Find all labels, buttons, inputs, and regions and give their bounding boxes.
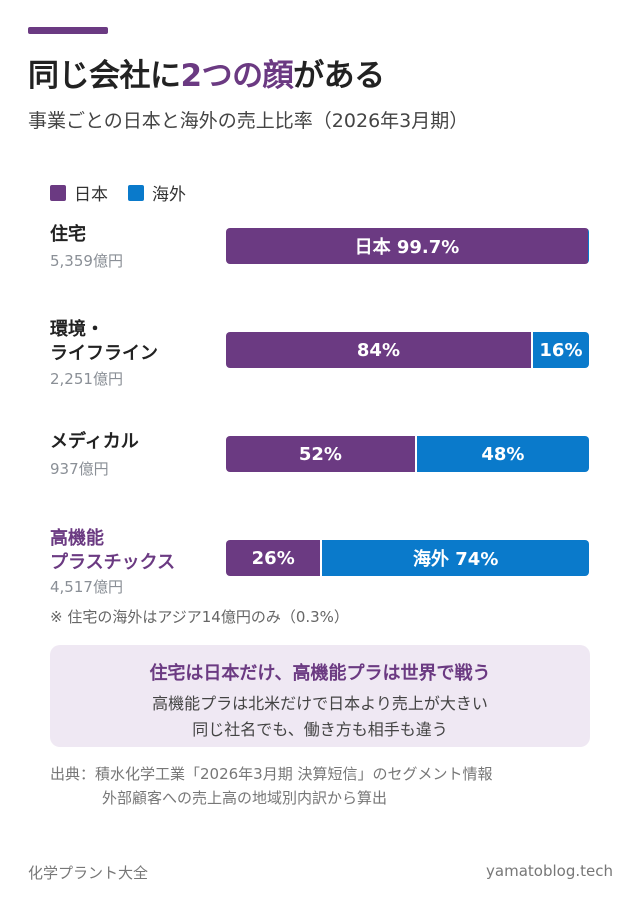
row-label-housing: 住宅	[50, 223, 86, 247]
footer-brand: 化学プラント大全	[28, 864, 149, 882]
legend-label-overseas: 海外	[152, 185, 186, 205]
accent-bar	[28, 27, 108, 34]
row-sales-housing: 5,359億円	[50, 252, 123, 270]
bar-environment: 84% 16%	[226, 332, 589, 368]
row-label-environment: 環境・ ライフライン	[50, 318, 158, 366]
source-line: 外部顧客への売上高の地域別内訳から算出	[102, 789, 388, 807]
bar-segment-japan: 26%	[226, 540, 321, 576]
row-label-line: プラスチックス	[50, 552, 176, 573]
callout-line: 同じ社名でも、働き方も相手も違う	[192, 720, 448, 739]
bar-medical: 52% 48%	[226, 436, 589, 472]
bar-housing: 日本 99.7%	[226, 228, 589, 264]
bar-segment-overseas: 48%	[414, 436, 589, 472]
page-title: 同じ会社に2つの顔がある	[28, 50, 385, 95]
row-sales-medical: 937億円	[50, 460, 109, 478]
row-label-line: 環境・	[50, 319, 104, 340]
legend-label-japan: 日本	[74, 185, 108, 205]
callout-box: 住宅は日本だけ、高機能プラは世界で戦う 高機能プラは北米だけで日本より売上が大き…	[50, 645, 590, 747]
row-label-line: メディカル	[50, 431, 139, 452]
chart-legend: 日本 海外	[50, 180, 206, 205]
bar-segment-japan: 日本 99.7%	[226, 228, 588, 264]
source-line: 出典：積水化学工業「2026年3月期 決算短信」のセグメント情報	[50, 765, 493, 783]
bar-segment-overseas	[587, 228, 589, 264]
row-label-line: ライフライン	[50, 343, 158, 364]
row-sales-high-performance-plastics: 4,517億円	[50, 578, 123, 596]
footer-site-link[interactable]: yamatoblog.tech	[486, 862, 613, 880]
legend-swatch-overseas	[128, 184, 144, 201]
callout-line: 高機能プラは北米だけで日本より売上が大きい	[152, 694, 488, 713]
bar-segment-japan: 84%	[226, 332, 531, 368]
title-part-2: がある	[293, 58, 385, 94]
row-label-high-performance-plastics: 高機能 プラスチックス	[50, 527, 175, 575]
legend-item-japan: 日本	[50, 180, 108, 205]
bar-high-performance-plastics: 26% 海外 74%	[226, 540, 589, 576]
row-label-medical: メディカル	[50, 430, 139, 454]
bar-segment-overseas: 海外 74%	[320, 540, 589, 576]
page-subtitle: 事業ごとの日本と海外の売上比率（2026年3月期）	[28, 110, 469, 132]
row-sales-environment: 2,251億円	[50, 370, 123, 388]
footnote: ※ 住宅の海外はアジア14億円のみ（0.3%）	[50, 608, 349, 626]
callout-title: 住宅は日本だけ、高機能プラは世界で戦う	[149, 663, 491, 684]
title-part-1: 同じ会社に	[28, 58, 181, 94]
legend-item-overseas: 海外	[128, 180, 186, 205]
title-highlight: 2つの顔	[180, 58, 294, 94]
row-label-line: 住宅	[50, 224, 86, 245]
legend-swatch-japan	[50, 184, 66, 201]
source-note: 出典：積水化学工業「2026年3月期 決算短信」のセグメント情報 外部顧客への売…	[50, 762, 493, 810]
bar-segment-japan: 52%	[226, 436, 415, 472]
row-label-line: 高機能	[50, 528, 104, 549]
bar-segment-overseas: 16%	[530, 332, 589, 368]
